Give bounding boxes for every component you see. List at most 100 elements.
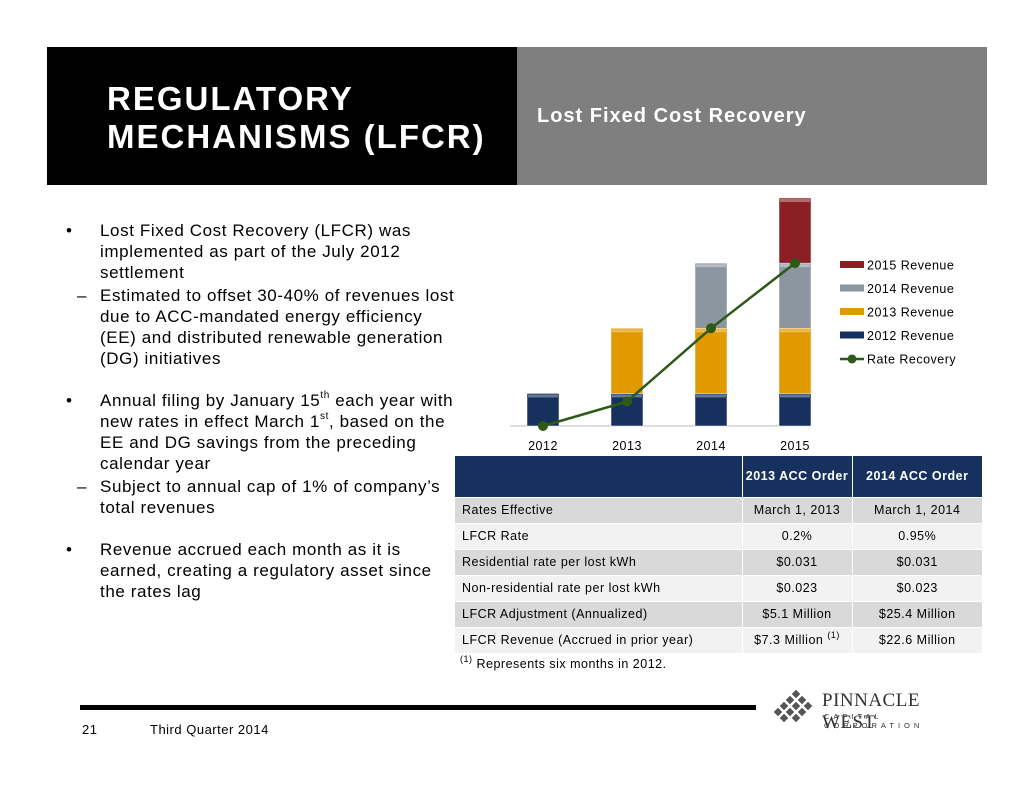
bullet-text-part: Annual filing by January 15: [100, 391, 321, 410]
x-tick-label: 2014: [696, 439, 726, 453]
x-tick-label: 2012: [528, 439, 558, 453]
legend-swatch: [840, 284, 864, 292]
bullet-text-part: each year with new rates in effect March…: [100, 391, 454, 431]
x-tick-label: 2013: [612, 439, 642, 453]
table-cell: LFCR Adjustment (Annualized): [455, 600, 742, 627]
table-cell: $5.1 Million: [741, 600, 852, 627]
table-cell: 0.2%: [741, 522, 852, 549]
footnote: (1) Represents six months in 2012.: [460, 653, 667, 671]
legend-swatch: [840, 331, 864, 339]
bar-segment-highlight: [780, 199, 810, 202]
table-row: Rates Effective March 1, 2013 March 1, 2…: [455, 496, 982, 523]
rate-recovery-line: [542, 262, 796, 428]
bullet-lfcr-implemented: • Lost Fixed Cost Recovery (LFCR) was im…: [60, 220, 455, 283]
rate-recovery-point: [538, 421, 548, 431]
bullet-superscript: st: [319, 411, 329, 423]
bar-segment-highlight: [780, 394, 810, 398]
bullet-marker: •: [66, 221, 73, 240]
table-header-cell: 2013 ACC Order: [741, 456, 852, 497]
subbullet-text: Subject to annual cap of 1% of company’s…: [100, 477, 441, 517]
subbullet-text: Estimated to offset 30-40% of revenues l…: [100, 286, 455, 368]
diamond-logo-icon: [773, 690, 813, 723]
bar-segment-highlight: [780, 329, 810, 333]
table-row: LFCR Adjustment (Annualized) $5.1 Millio…: [455, 600, 982, 627]
table-cell: $0.023: [851, 574, 982, 601]
legend-line-marker: [847, 354, 857, 364]
table-header-cell: [455, 456, 742, 497]
table-row: Residential rate per lost kWh $0.031 $0.…: [455, 548, 982, 575]
table-cell: March 1, 2014: [851, 496, 982, 523]
x-tick-label: 2015: [780, 439, 810, 453]
table-cell: Non-residential rate per lost kWh: [455, 574, 742, 601]
subbullet-offset-estimate: – Estimated to offset 30-40% of revenues…: [60, 285, 455, 369]
table-cell: Residential rate per lost kWh: [455, 548, 742, 575]
rate-recovery-point: [790, 258, 800, 269]
bar-segment-highlight: [696, 394, 726, 398]
table-cell: LFCR Rate: [455, 522, 742, 549]
legend-label: 2012 Revenue: [867, 329, 954, 343]
header-title-panel: [47, 47, 517, 185]
logo-subtitle: CAPITAL CORPORATION: [824, 712, 924, 730]
table-note-marker: (1): [827, 630, 840, 641]
table-cell-value: $7.3 Million: [754, 633, 824, 648]
bar-segment-highlight: [528, 394, 558, 398]
table-row: Non-residential rate per lost kWh $0.023…: [455, 574, 982, 601]
rate-recovery-point: [622, 396, 632, 407]
bullet-text-part: , based on the EE and DG savings from th…: [100, 412, 446, 473]
legend-swatch: [840, 261, 864, 268]
acc-order-table: 2013 ACC Order 2014 ACC Order Rates Effe…: [455, 456, 982, 653]
table-cell: $0.031: [851, 548, 982, 575]
bar-segment-highlight: [612, 329, 642, 333]
subbullet-marker: –: [77, 286, 88, 305]
table-cell: $7.3 Million (1): [741, 626, 852, 653]
bar-segment: [694, 262, 728, 329]
header-subtitle-panel: [517, 47, 987, 185]
table-cell: 0.95%: [851, 522, 982, 549]
bar-segment: [778, 393, 812, 427]
lfcr-revenue-chart: 2012 2013 2014 2015 2015 Revenue 2014 Revenue…: [470, 190, 990, 460]
table-cell: $0.031: [741, 548, 852, 575]
page-number: 21: [82, 722, 98, 737]
bullet-list: • Lost Fixed Cost Recovery (LFCR) was im…: [60, 220, 455, 602]
logo-name: PINNACLE WEST: [822, 690, 920, 733]
footnote-marker: (1): [460, 653, 473, 664]
rate-recovery-point: [706, 323, 716, 334]
bar-segment: [778, 197, 812, 264]
table-cell: March 1, 2013: [741, 496, 852, 523]
legend-swatch: [840, 308, 864, 315]
page-title: REGULATORY MECHANISMS (LFCR): [107, 80, 486, 155]
table-cell: Rates Effective: [455, 496, 742, 523]
legend-label: Rate Recovery: [867, 353, 956, 367]
footnote-text: Represents six months in 2012.: [472, 657, 667, 671]
bar-segment-highlight: [612, 394, 642, 398]
subbullet-annual-cap: – Subject to annual cap of 1% of company…: [60, 476, 455, 518]
bar-segment: [694, 393, 728, 427]
page-subtitle: Lost Fixed Cost Recovery: [537, 105, 807, 127]
bar-segment-highlight: [696, 264, 726, 268]
legend-label: 2015 Revenue: [867, 259, 954, 273]
table-cell: LFCR Revenue (Accrued in prior year): [455, 626, 742, 653]
bullet-marker: •: [66, 391, 73, 410]
legend-label: 2014 Revenue: [867, 282, 954, 296]
table-cell: $22.6 Million: [851, 626, 982, 653]
bar-segment: [778, 328, 812, 394]
table-row: LFCR Revenue (Accrued in prior year) $7.…: [455, 626, 982, 653]
bullet-text: Lost Fixed Cost Recovery (LFCR) was impl…: [100, 221, 412, 282]
footer-divider: [80, 705, 756, 710]
table-header-cell: 2014 ACC Order: [851, 456, 982, 497]
subbullet-marker: –: [77, 477, 88, 496]
bullet-revenue-accrued: • Revenue accrued each month as it is ea…: [60, 539, 455, 602]
bullet-text: Revenue accrued each month as it is earn…: [100, 540, 432, 601]
table-header-row: 2013 ACC Order 2014 ACC Order: [455, 456, 982, 497]
bar-segment: [778, 262, 812, 329]
footer-label: Third Quarter 2014: [150, 722, 269, 737]
bullet-annual-filing: • Annual filing by January 15th each yea…: [60, 390, 455, 474]
table-row: LFCR Rate 0.2% 0.95%: [455, 522, 982, 549]
company-logo: PINNACLE WEST CAPITAL CORPORATION: [770, 690, 970, 733]
bullet-marker: •: [66, 540, 73, 559]
table-cell: $25.4 Million: [851, 600, 982, 627]
legend-label: 2013 Revenue: [867, 306, 954, 320]
bullet-superscript: th: [320, 390, 330, 402]
bar-segment: [526, 393, 560, 427]
table-cell: $0.023: [741, 574, 852, 601]
